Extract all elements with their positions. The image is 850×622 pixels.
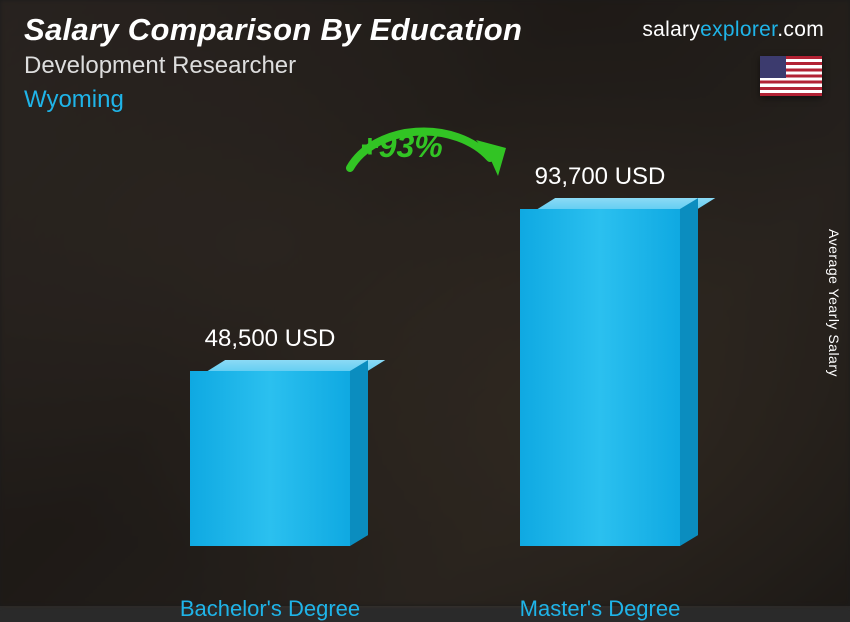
content-root: Salary Comparison By Education Developme… xyxy=(0,0,850,606)
bar-category-label: Master's Degree xyxy=(470,596,730,622)
bar-value-label: 48,500 USD xyxy=(160,325,380,353)
brand-part2: explorer xyxy=(700,18,777,41)
bar-masters: 93,700 USD Master's Degree xyxy=(510,209,690,584)
bar-bachelors: 48,500 USD Bachelor's Degree xyxy=(180,371,360,584)
brand-part1: salary xyxy=(642,18,700,41)
bar-3d-shape xyxy=(190,371,350,546)
bar-category-label: Bachelor's Degree xyxy=(140,596,400,622)
brand-logo: salaryexplorer.com xyxy=(642,18,824,42)
page-title: Salary Comparison By Education xyxy=(24,12,522,48)
bar-3d-shape xyxy=(520,209,680,546)
bar-value-label: 93,700 USD xyxy=(490,163,710,191)
salary-bar-chart: 48,500 USD Bachelor's Degree 93,700 USD … xyxy=(0,74,850,584)
brand-part3: .com xyxy=(777,18,824,41)
